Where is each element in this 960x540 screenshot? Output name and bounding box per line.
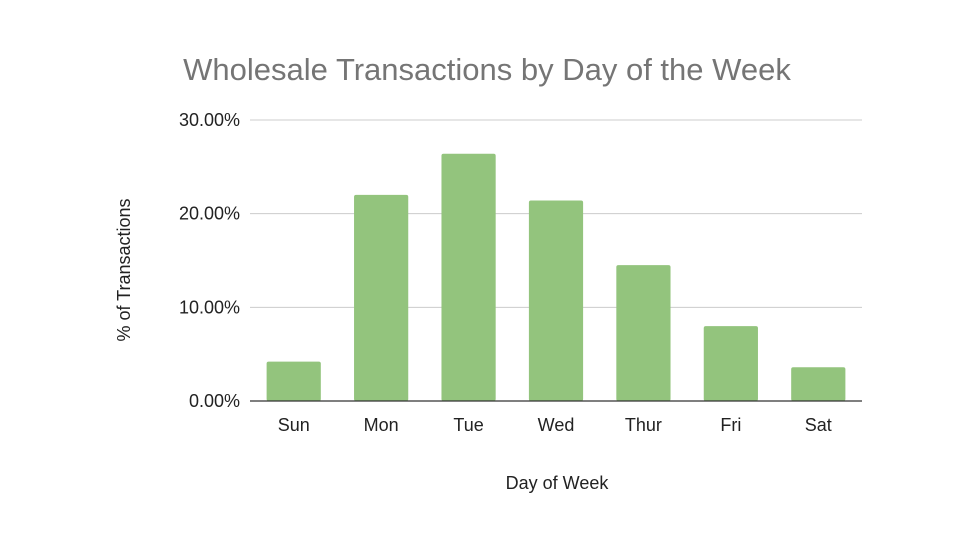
y-axis-tick-labels: 0.00% 10.00% 20.00% 30.00% — [179, 110, 240, 411]
bars — [266, 153, 846, 401]
x-tick-label: Wed — [538, 415, 575, 435]
x-tick-label: Fri — [720, 415, 741, 435]
x-tick-label: Sun — [278, 415, 310, 435]
bar-wed — [528, 200, 584, 401]
x-axis-title: Day of Week — [506, 473, 610, 493]
bar-sat — [791, 367, 846, 401]
bar-fri — [703, 326, 758, 401]
x-tick-label: Sat — [805, 415, 832, 435]
x-axis-tick-labels: Sun Mon Tue Wed Thur Fri Sat — [278, 415, 832, 435]
bar-sun — [266, 361, 321, 401]
bar-mon — [354, 194, 409, 401]
y-tick-label: 20.00% — [179, 204, 240, 224]
bar-tue — [441, 153, 496, 401]
x-tick-label: Tue — [453, 415, 483, 435]
chart-title: Wholesale Transactions by Day of the Wee… — [183, 52, 791, 87]
x-tick-label: Thur — [625, 415, 662, 435]
y-tick-label: 0.00% — [189, 391, 240, 411]
y-tick-label: 30.00% — [179, 110, 240, 130]
y-axis-title: % of Transactions — [114, 198, 134, 341]
y-tick-label: 10.00% — [179, 297, 240, 317]
x-tick-label: Mon — [364, 415, 399, 435]
bar-thur — [616, 265, 671, 401]
